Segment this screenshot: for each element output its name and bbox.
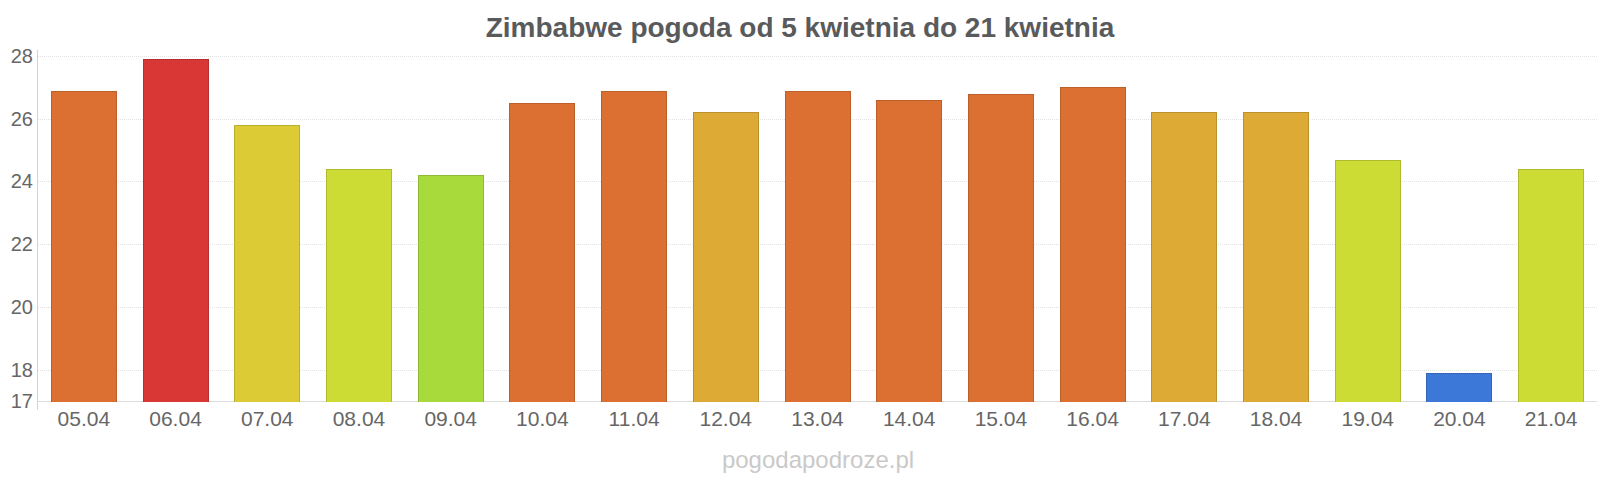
x-axis-label: 13.04 <box>772 408 864 430</box>
bar-19.04[interactable] <box>1335 160 1401 403</box>
y-axis-line <box>37 50 38 410</box>
watermark: pogodapodroze.pl <box>618 446 1018 474</box>
y-axis-label: 26 <box>0 108 33 130</box>
y-axis-label: 28 <box>0 45 33 67</box>
x-axis-label: 10.04 <box>496 408 588 430</box>
bar-17.04[interactable] <box>1151 112 1217 402</box>
chart-title: Zimbabwe pogoda od 5 kwietnia do 21 kwie… <box>0 12 1600 44</box>
bar-12.04[interactable] <box>693 112 759 402</box>
bar-09.04[interactable] <box>418 175 484 402</box>
x-axis-label: 17.04 <box>1138 408 1230 430</box>
x-axis-label: 18.04 <box>1230 408 1322 430</box>
bar-20.04[interactable] <box>1426 373 1492 402</box>
bar-21.04[interactable] <box>1518 169 1584 402</box>
bar-14.04[interactable] <box>876 100 942 402</box>
y-axis-label: 22 <box>0 233 33 255</box>
weather-bar-chart: Zimbabwe pogoda od 5 kwietnia do 21 kwie… <box>0 0 1600 480</box>
x-axis-label: 08.04 <box>313 408 405 430</box>
bar-07.04[interactable] <box>234 125 300 402</box>
x-axis-label: 15.04 <box>955 408 1047 430</box>
bar-08.04[interactable] <box>326 169 392 402</box>
bar-15.04[interactable] <box>968 94 1034 402</box>
bar-18.04[interactable] <box>1243 112 1309 402</box>
bar-05.04[interactable] <box>51 91 117 403</box>
x-axis-label: 19.04 <box>1322 408 1414 430</box>
bar-13.04[interactable] <box>785 91 851 403</box>
y-axis-label: 20 <box>0 296 33 318</box>
bar-11.04[interactable] <box>601 91 667 403</box>
x-axis-label: 09.04 <box>405 408 497 430</box>
bar-06.04[interactable] <box>143 59 209 402</box>
y-axis-label: 18 <box>0 359 33 381</box>
x-axis-label: 07.04 <box>221 408 313 430</box>
x-axis-label: 06.04 <box>130 408 222 430</box>
y-axis-label: 24 <box>0 170 33 192</box>
x-axis-label: 21.04 <box>1505 408 1597 430</box>
bar-10.04[interactable] <box>509 103 575 402</box>
x-axis-label: 05.04 <box>38 408 130 430</box>
x-axis-label: 14.04 <box>863 408 955 430</box>
x-axis-label: 16.04 <box>1047 408 1139 430</box>
bar-16.04[interactable] <box>1060 87 1126 402</box>
gridline-28 <box>38 56 1597 57</box>
x-axis-label: 11.04 <box>588 408 680 430</box>
y-axis-label: 17 <box>0 390 33 412</box>
x-axis-label: 20.04 <box>1413 408 1505 430</box>
x-axis-label: 12.04 <box>680 408 772 430</box>
